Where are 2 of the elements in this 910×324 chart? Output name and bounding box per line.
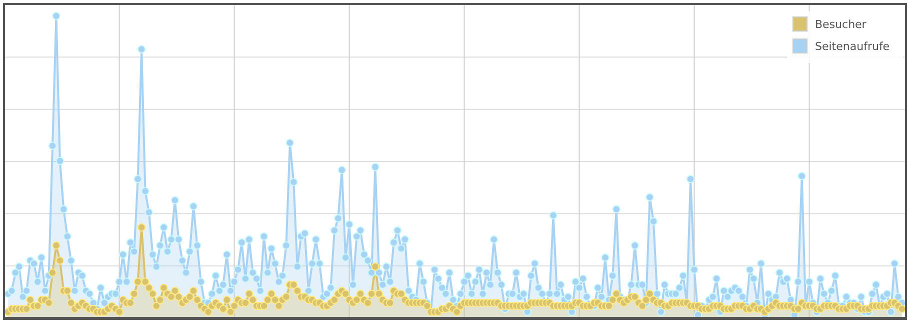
legend-label: Seitenaufrufe <box>815 40 890 53</box>
legend-label: Besucher <box>815 18 867 31</box>
